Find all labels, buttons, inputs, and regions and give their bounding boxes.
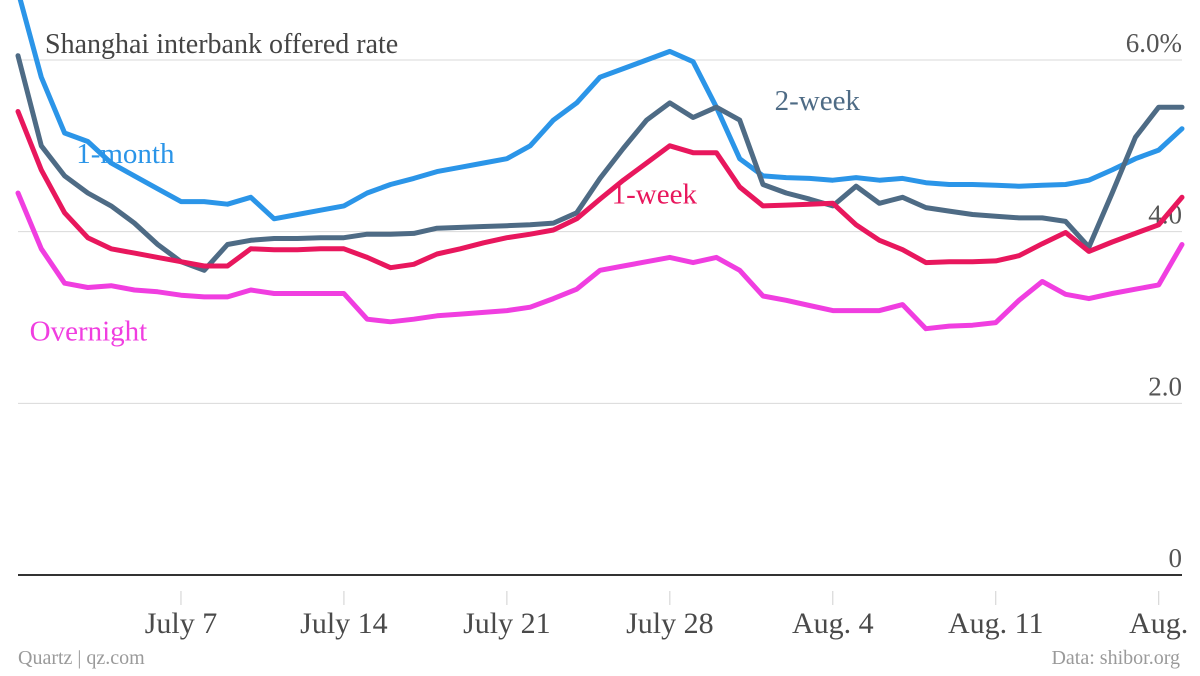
series-label-1-month: 1-month (76, 138, 175, 170)
series-label-2-week: 2-week (775, 85, 861, 117)
x-tick-label: July 21 (463, 607, 551, 640)
y-tick-label: 2.0 (1148, 371, 1182, 401)
y-tick-label: 6.0% (1126, 28, 1182, 58)
series-labels: 1-month 2-week 1-week Overnight (30, 85, 861, 348)
series-line-1-month (17, 0, 1185, 222)
series-label-1-week: 1-week (612, 178, 698, 210)
x-tick-label: Aug. 11 (948, 607, 1044, 640)
x-tick-label: July 14 (300, 607, 388, 640)
x-tick-label: July 28 (626, 607, 714, 640)
series-line-1-week (15, 109, 1185, 271)
y-tick-label: 0 (1169, 543, 1183, 573)
x-tick-label: Aug. (1129, 607, 1188, 640)
gridlines (18, 59, 1182, 576)
series-label-overnight: Overnight (30, 316, 148, 348)
x-axis: July 7 July 14 July 21 July 28 Aug. 4 Aug. 11… (145, 591, 1188, 640)
chart-title: Shanghai interbank offered rate (45, 29, 398, 60)
series-line-2-week (15, 53, 1185, 273)
source-credit: Quartz | qz.com (18, 647, 145, 669)
series-line-overnight (15, 190, 1185, 332)
data-source: Data: shibor.org (1051, 647, 1180, 669)
x-tick-label: Aug. 4 (792, 607, 874, 640)
series-lines (15, 0, 1185, 332)
x-tick-label: July 7 (145, 607, 218, 640)
